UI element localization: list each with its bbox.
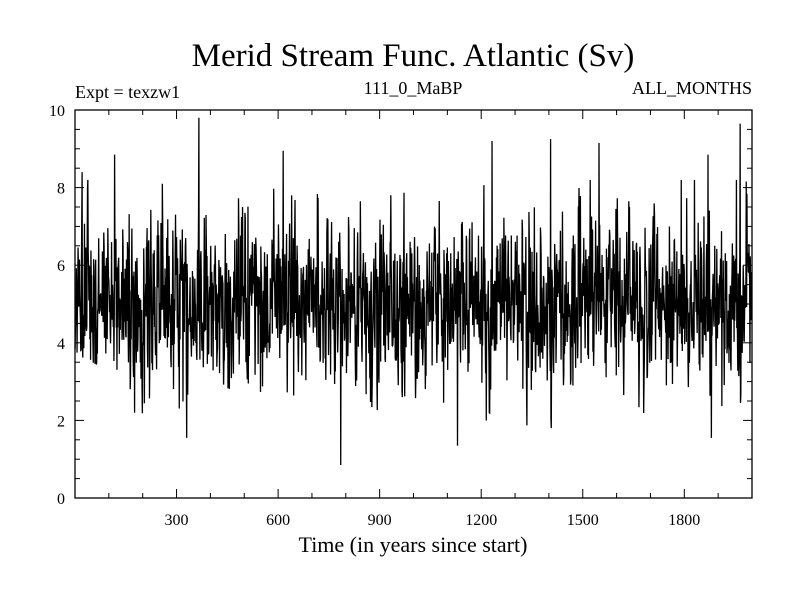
y-tick-label: 0 (57, 491, 65, 508)
x-tick-label: 900 (368, 512, 392, 529)
x-tick-label: 1200 (465, 512, 497, 529)
y-tick-label: 10 (49, 103, 65, 120)
x-tick-label: 1500 (567, 512, 599, 529)
series-line (74, 117, 753, 466)
x-tick-label: 1800 (668, 512, 700, 529)
x-tick-label: 300 (165, 512, 189, 529)
x-axis-label: Time (in years since start) (299, 532, 528, 557)
x-tick-label: 600 (266, 512, 290, 529)
period-label: 111_0_MaBP (364, 78, 463, 98)
y-tick-label: 8 (57, 181, 65, 198)
chart-title: Merid Stream Func. Atlantic (Sv) (192, 38, 635, 74)
experiment-label: Expt = texzw1 (75, 82, 180, 102)
ticks-layer: 300 600 900 1200 1500 1800 0 2 4 6 8 10 (49, 103, 752, 529)
months-label: ALL_MONTHS (632, 78, 752, 98)
y-tick-label: 6 (57, 258, 65, 275)
y-tick-label: 4 (57, 336, 65, 353)
y-tick-label: 2 (57, 413, 65, 430)
